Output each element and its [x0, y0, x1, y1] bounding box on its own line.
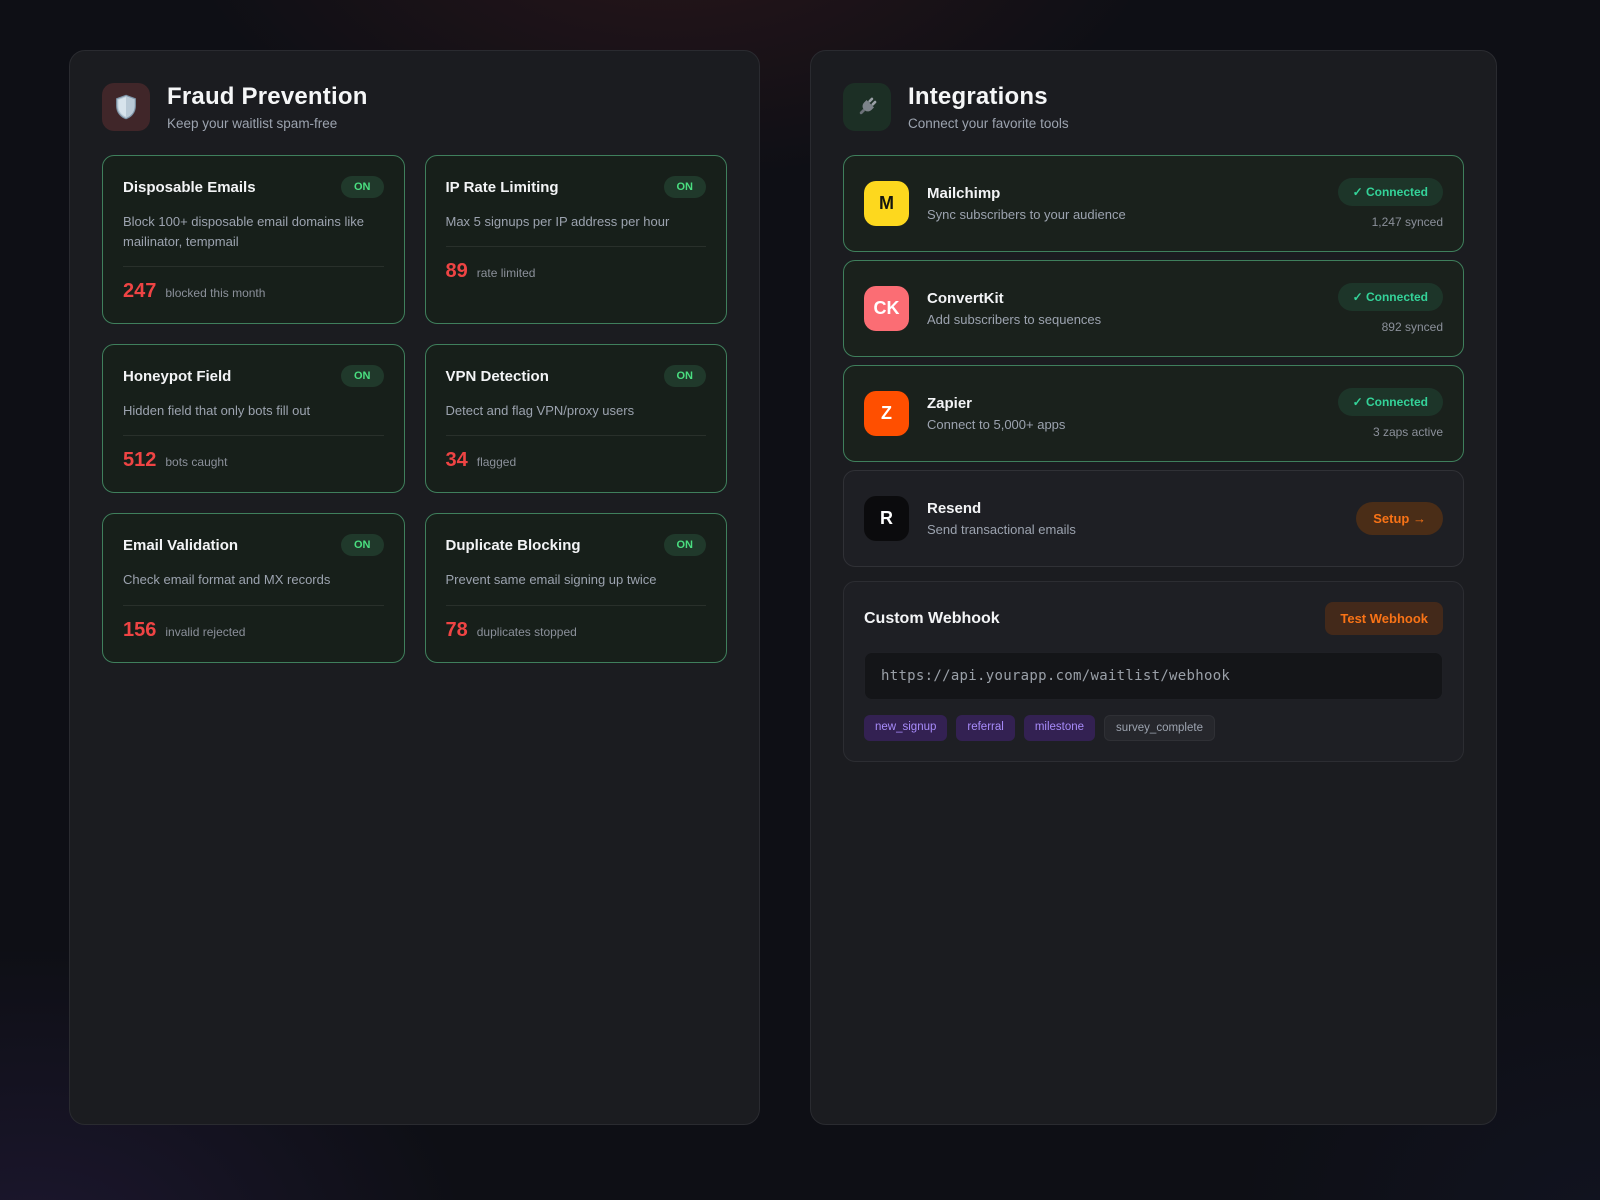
integration-name: Resend	[927, 500, 982, 517]
card-description: Detect and flag VPN/proxy users	[445, 403, 635, 419]
plug-icon	[843, 83, 891, 131]
stat-label: bots caught	[165, 455, 228, 470]
toggle-on-badge[interactable]: ON	[663, 176, 706, 198]
toggle-on-badge[interactable]: ON	[341, 534, 384, 557]
tag-milestone[interactable]: milestone	[1023, 715, 1096, 741]
webhook-title: Custom Webhook	[864, 609, 1000, 627]
page-subtitle: Keep your waitlist spam-free	[167, 116, 338, 131]
tag-referral[interactable]: referral	[956, 715, 1015, 741]
stat-value: 512	[123, 449, 157, 472]
card-stat: 156 invalid rejected	[123, 604, 384, 642]
toggle-on-badge[interactable]: ON	[341, 365, 384, 388]
card-description: Block 100+ disposable email domains like…	[123, 214, 364, 250]
card-title: Disposable Emails	[123, 178, 256, 196]
fraud-card-duplicate-blocking: Duplicate Blocking ON Prevent same email…	[424, 513, 727, 663]
integration-description: Send transactional emails	[927, 522, 1076, 537]
connected-status-badge: ✓ Connected	[1337, 178, 1443, 206]
resend-icon: R	[864, 496, 909, 541]
convertkit-icon: CK	[864, 286, 909, 331]
stat-label: flagged	[476, 455, 517, 470]
stat-value: 156	[123, 618, 157, 641]
integration-row-convertkit[interactable]: CK ConvertKit Add subscribers to sequenc…	[843, 260, 1464, 357]
page-title: Integrations	[908, 83, 1048, 110]
fraud-card-email-validation: Email Validation ON Check email format a…	[102, 513, 405, 663]
shield-icon	[102, 83, 150, 131]
integration-meta: 3 zaps active	[1372, 425, 1443, 439]
connected-status-badge: ✓ Connected	[1337, 388, 1443, 416]
card-title: VPN Detection	[445, 367, 549, 385]
card-stat: 512 bots caught	[123, 435, 384, 472]
stat-label: blocked this month	[165, 286, 266, 301]
page-title: Fraud Prevention	[167, 83, 368, 110]
fraud-card-vpn-detection: VPN Detection ON Detect and flag VPN/pro…	[424, 344, 727, 494]
stat-value: 89	[445, 260, 468, 283]
fraud-card-disposable-emails: Disposable Emails ON Block 100+ disposab…	[102, 155, 405, 325]
tag-survey-complete[interactable]: survey_complete	[1104, 715, 1215, 741]
toggle-on-badge[interactable]: ON	[663, 365, 706, 388]
fraud-cards-grid: Disposable Emails ON Block 100+ disposab…	[102, 155, 727, 663]
card-title: Email Validation	[123, 536, 239, 554]
integration-meta: 892 synced	[1381, 320, 1443, 334]
card-description: Hidden field that only bots fill out	[123, 403, 311, 419]
integration-name: Mailchimp	[927, 185, 1001, 202]
card-stat: 89 rate limited	[445, 246, 706, 283]
card-title: IP Rate Limiting	[445, 178, 559, 196]
page: Fraud Prevention Keep your waitlist spam…	[69, 50, 1497, 1125]
page-subtitle: Connect your favorite tools	[908, 116, 1069, 131]
integrations-panel-heading: Integrations Connect your favorite tools	[908, 83, 1069, 131]
stat-label: invalid rejected	[165, 624, 246, 639]
toggle-on-badge[interactable]: ON	[341, 176, 384, 198]
connected-status-badge: ✓ Connected	[1337, 283, 1443, 311]
webhook-url-input[interactable]	[864, 652, 1443, 700]
toggle-on-badge[interactable]: ON	[663, 534, 706, 557]
fraud-prevention-panel: Fraud Prevention Keep your waitlist spam…	[69, 50, 760, 1125]
webhook-event-tags: new_signup referral milestone survey_com…	[864, 715, 1443, 741]
zapier-icon: Z	[864, 391, 909, 436]
card-stat: 34 flagged	[445, 435, 706, 472]
setup-button[interactable]: Setup →	[1356, 502, 1443, 535]
tag-new-signup[interactable]: new_signup	[864, 715, 948, 741]
integration-name: Zapier	[927, 395, 973, 412]
card-title: Duplicate Blocking	[445, 536, 581, 554]
stat-label: rate limited	[476, 266, 536, 281]
integration-row-resend[interactable]: R Resend Send transactional emails Setup…	[843, 470, 1464, 567]
integrations-panel: Integrations Connect your favorite tools…	[810, 50, 1497, 1125]
card-description: Prevent same email signing up twice	[445, 572, 657, 588]
card-description: Check email format and MX records	[123, 572, 331, 588]
fraud-card-ip-rate-limiting: IP Rate Limiting ON Max 5 signups per IP…	[424, 155, 727, 325]
integrations-panel-header: Integrations Connect your favorite tools	[843, 83, 1464, 131]
integration-row-mailchimp[interactable]: M Mailchimp Sync subscribers to your aud…	[843, 155, 1464, 252]
card-stat: 247 blocked this month	[123, 266, 384, 303]
card-title: Honeypot Field	[123, 367, 232, 385]
fraud-panel-header: Fraud Prevention Keep your waitlist spam…	[102, 83, 727, 131]
integration-description: Connect to 5,000+ apps	[927, 417, 1066, 432]
integration-row-zapier[interactable]: Z Zapier Connect to 5,000+ apps ✓ Connec…	[843, 365, 1464, 462]
stat-value: 78	[445, 618, 468, 641]
card-stat: 78 duplicates stopped	[445, 604, 706, 642]
custom-webhook-card: Custom Webhook Test Webhook new_signup r…	[843, 581, 1464, 762]
fraud-card-honeypot-field: Honeypot Field ON Hidden field that only…	[102, 344, 405, 494]
card-description: Max 5 signups per IP address per hour	[445, 214, 670, 229]
fraud-panel-heading: Fraud Prevention Keep your waitlist spam…	[167, 83, 368, 131]
stat-label: duplicates stopped	[476, 624, 577, 639]
integration-description: Sync subscribers to your audience	[927, 207, 1126, 222]
stat-value: 34	[445, 449, 468, 472]
integration-name: ConvertKit	[927, 290, 1004, 307]
integration-description: Add subscribers to sequences	[927, 312, 1102, 327]
integration-meta: 1,247 synced	[1371, 215, 1443, 229]
test-webhook-button[interactable]: Test Webhook	[1325, 602, 1443, 635]
stat-value: 247	[123, 280, 157, 303]
mailchimp-icon: M	[864, 181, 909, 226]
